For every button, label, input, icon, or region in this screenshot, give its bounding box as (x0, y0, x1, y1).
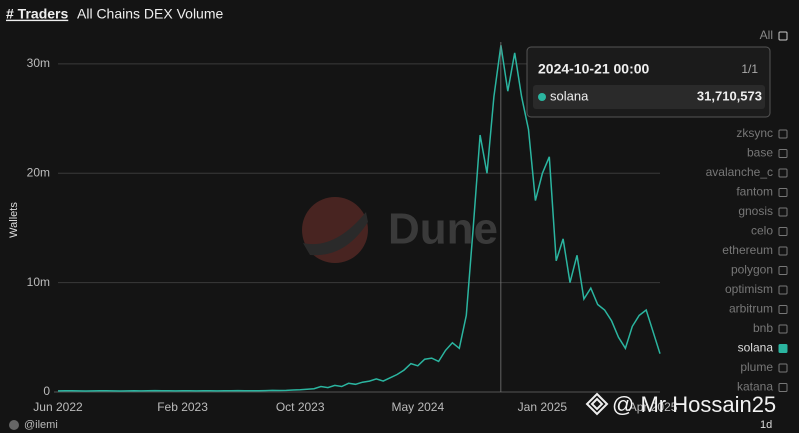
legend-label[interactable]: bnb (753, 321, 773, 335)
legend-label[interactable]: plume (740, 360, 773, 374)
legend-label[interactable]: base (747, 146, 773, 160)
legend-box[interactable] (778, 207, 788, 217)
legend-box[interactable] (778, 31, 788, 41)
y-axis-label: Wallets (8, 202, 20, 238)
y-tick-label: 30m (27, 56, 50, 70)
legend-label[interactable]: fantom (736, 185, 773, 199)
dune-logo-wave (303, 212, 368, 256)
legend-label[interactable]: celo (751, 224, 773, 238)
legend-label[interactable]: katana (737, 380, 773, 394)
legend-label[interactable]: ethereum (722, 243, 773, 257)
legend-box[interactable] (778, 383, 788, 392)
legend-box[interactable] (778, 324, 788, 334)
title[interactable]: # Traders (6, 6, 68, 22)
legend-all[interactable]: All (760, 28, 773, 42)
x-tick-label: Feb 2023 (157, 400, 208, 414)
legend-label[interactable]: solana (738, 341, 774, 355)
author: @ilemi (24, 419, 58, 431)
tooltip-dot (538, 93, 546, 101)
interval[interactable]: 1d (760, 419, 772, 431)
x-tick-label: Jan 2025 (518, 400, 568, 414)
y-tick-label: 0 (43, 384, 50, 398)
tooltip-name: solana (550, 88, 589, 103)
legend-box[interactable] (778, 246, 788, 256)
legend-box[interactable] (778, 227, 788, 236)
legend-label[interactable]: optimism (725, 282, 773, 296)
legend-box[interactable] (778, 149, 788, 158)
legend-box[interactable] (778, 266, 788, 275)
legend-box[interactable] (778, 129, 788, 139)
legend-label[interactable]: gnosis (738, 204, 773, 218)
tooltip-row (533, 85, 765, 109)
legend-box[interactable] (778, 168, 788, 178)
legend-box[interactable] (778, 363, 788, 373)
author-avatar (9, 420, 19, 430)
watermark: Dune (388, 205, 498, 254)
tooltip-counter: 1/1 (741, 62, 758, 76)
legend-label[interactable]: arbitrum (729, 302, 773, 316)
tooltip-date: 2024-10-21 00:00 (538, 61, 650, 77)
overlay-watermark: @ Mr Hossain25 (585, 392, 776, 417)
overlay-icon (585, 392, 609, 416)
x-tick-label: Oct 2023 (276, 400, 325, 414)
subtitle: All Chains DEX Volume (77, 6, 224, 22)
legend-box[interactable] (778, 188, 788, 197)
legend-box[interactable] (778, 285, 788, 295)
legend-label[interactable]: polygon (731, 263, 773, 277)
x-tick-label: Jun 2022 (33, 400, 83, 414)
x-tick-label: Apr 2025 (629, 400, 678, 414)
y-tick-label: 10m (27, 275, 50, 289)
legend-label[interactable]: avalanche_c (706, 165, 773, 179)
x-tick-label: May 2024 (391, 400, 444, 414)
legend-label[interactable]: zksync (736, 126, 773, 140)
legend-box[interactable] (778, 344, 788, 353)
y-tick-label: 20m (27, 165, 50, 179)
data-line (57, 45, 661, 392)
overlay-text: @ Mr Hossain25 (612, 392, 776, 417)
legend-box[interactable] (778, 305, 788, 314)
tooltip-value: 31,710,573 (697, 88, 762, 103)
